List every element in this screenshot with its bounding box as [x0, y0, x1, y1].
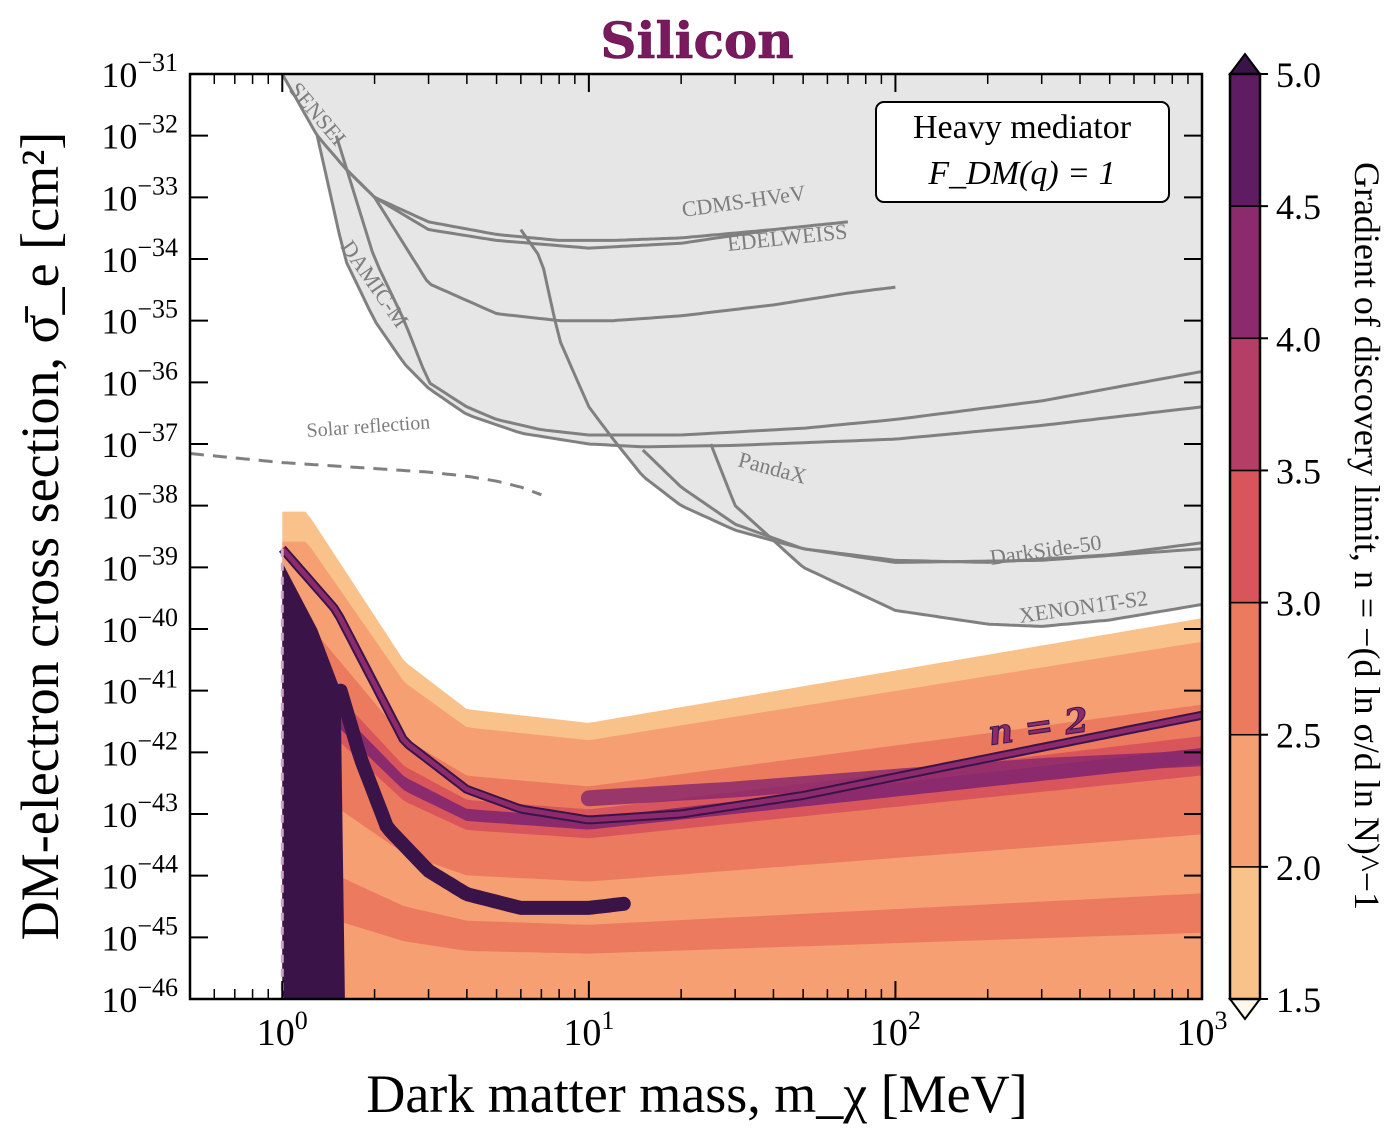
- y-tick-label: 10−39: [101, 541, 178, 588]
- x-tick-label: 103: [1177, 1006, 1228, 1054]
- plot-layers: [190, 74, 1202, 999]
- band-level-7: [282, 861, 1202, 954]
- colorbar-tick-label: 2.5: [1276, 716, 1321, 756]
- colorbar-tick-label: 4.0: [1276, 319, 1321, 359]
- band-level-4: [282, 661, 1202, 839]
- axes: [188, 72, 1204, 1001]
- chart-title: Silicon: [600, 11, 793, 70]
- colorbar-frame: [1228, 72, 1262, 1001]
- y-tick-label: 10−38: [101, 480, 178, 527]
- exclusion-curve-damic-m-b: [315, 135, 1202, 449]
- contour-n2: [280, 547, 1202, 823]
- y-ticks: 10−31 10−32 10−33 10−34 10−35 10−36 10−37 10−38…: [101, 48, 1202, 1020]
- threshold-dark-region: [282, 562, 345, 999]
- colorbar-segment: [1229, 866, 1261, 1000]
- colorbar-tick-label: 4.5: [1276, 187, 1321, 227]
- colorbar-label: Gradient of discovery limit, n = −(d ln …: [1347, 162, 1387, 910]
- exclusion-region: [281, 74, 1202, 627]
- y-tick-label: 10−32: [101, 110, 178, 157]
- y-tick-label: 10−42: [101, 726, 178, 773]
- annotation-box: Heavy mediator F_DM(q) = 1: [875, 101, 1170, 203]
- y-tick-label: 10−33: [101, 171, 178, 218]
- y-tick-label: 10−35: [101, 295, 178, 342]
- x-tick-label: 101: [563, 1006, 614, 1054]
- colorbar-tick-label: 2.0: [1276, 848, 1321, 888]
- y-tick-label: 10−45: [101, 911, 178, 958]
- colorbar: 1.5 2.0 2.5 3.0 3.5 4.0 4.5 5.0: [1228, 52, 1321, 1021]
- y-tick-label: 10−44: [101, 850, 178, 897]
- exclusion-curve-damic-m: [334, 135, 1202, 437]
- y-tick-label: 10−31: [101, 48, 178, 95]
- annotation-line2: F_DM(q) = 1: [927, 155, 1115, 192]
- annotation-line1: Heavy mediator: [913, 109, 1132, 146]
- y-axis-label: DM-electron cross section, σ̄_e [cm²]: [10, 132, 70, 941]
- colorbar-segment: [1229, 205, 1261, 340]
- y-tick-label: 10−43: [101, 788, 178, 835]
- colorbar-extend-bottom: [1228, 998, 1262, 1021]
- x-ticks: 100 101 102 103: [189, 74, 1228, 1054]
- y-tick-label: 10−46: [101, 973, 178, 1020]
- colorbar-segment: [1229, 337, 1261, 472]
- exclusion-curve-cdms-hvev: [343, 166, 849, 242]
- exclusion-curve-solar-reflection: [190, 452, 542, 497]
- colorbar-segment: [1229, 601, 1261, 736]
- colorbar-segment: [1229, 73, 1261, 207]
- colorbar-tick-label: 3.0: [1276, 584, 1321, 624]
- colorbar-tick-label: 1.5: [1276, 980, 1321, 1020]
- colorbar-segment: [1229, 733, 1261, 868]
- x-axis-label: Dark matter mass, m_χ [MeV]: [366, 1064, 1027, 1124]
- exclusion-curve-sensei: [279, 74, 774, 250]
- y-tick-label: 10−36: [101, 356, 178, 403]
- colorbar-tick-label: 3.5: [1276, 451, 1321, 491]
- y-tick-label: 10−34: [101, 233, 178, 280]
- y-tick-label: 10−40: [101, 603, 178, 650]
- exclusion-curve-edelweiss: [373, 196, 896, 323]
- colorbar-extend-top: [1228, 52, 1262, 75]
- dark-streak: [333, 683, 631, 915]
- x-tick-label: 100: [257, 1006, 308, 1054]
- y-tick-label: 10−41: [101, 665, 178, 712]
- exclusion-curve-xenon1t-s2: [709, 443, 1202, 628]
- exclusion-curves: [190, 74, 1202, 628]
- colorbar-segment: [1229, 469, 1261, 604]
- y-tick-label: 10−37: [101, 418, 178, 465]
- colorbar-tick-label: 5.0: [1276, 55, 1321, 95]
- exclusion-curve-darkside-50: [641, 448, 1202, 564]
- x-tick-label: 102: [870, 1006, 921, 1054]
